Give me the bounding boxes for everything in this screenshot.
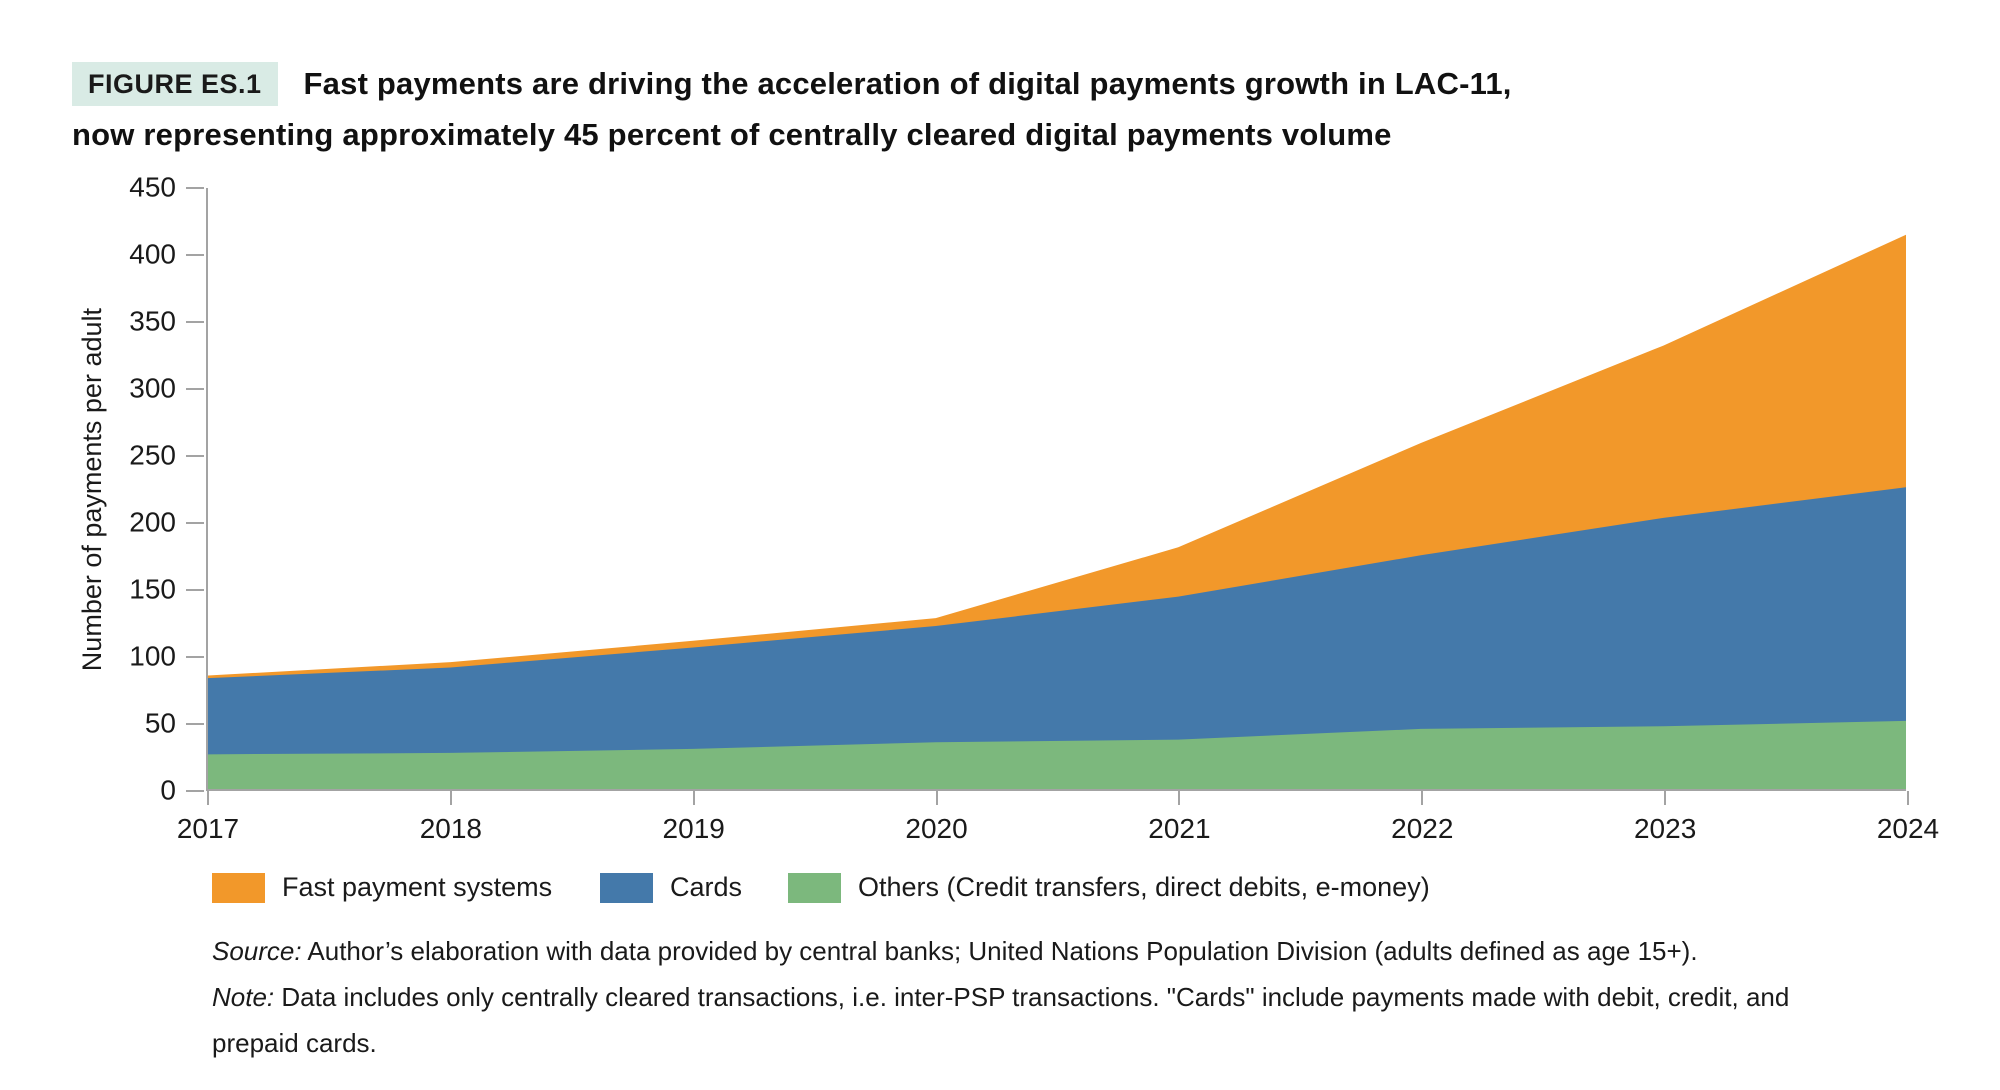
x-tick [1421,791,1424,805]
x-tick-label: 2019 [662,813,725,844]
x-tick-label: 2020 [905,813,968,844]
x-tick-label: 2017 [176,813,240,844]
x-tick [692,791,695,805]
figure-title-line1: Fast payments are driving the accelerati… [303,66,1512,101]
y-tick-label: 0 [160,774,176,806]
chart-legend: Fast payment systems Cards Others (Credit … [212,872,1912,906]
x-tick [1664,791,1667,805]
figure-title-line2: now representing approximately 45 percen… [72,117,1392,152]
area-series-cards [208,487,1906,789]
y-tick [186,388,204,390]
figure-notes: Source: Author’s elaboration with data p… [212,928,1860,1066]
x-tick [449,791,452,805]
legend-swatch-icon [600,872,653,903]
y-tick-label: 250 [129,439,176,471]
stacked-area-plot: 0 50 100 150 200 250 300 350 400 450 2017 2018 2019 2… [129,171,1939,844]
source-label: Source: [212,936,302,966]
y-tick [186,455,204,457]
figure-header: FIGURE ES.1 Fast payments are driving th… [72,62,1932,153]
source-text: Author’s elaboration with data provided … [307,936,1698,966]
y-tick-label: 100 [129,640,176,672]
y-tick [186,790,204,792]
x-tick-label: 2022 [1391,813,1454,844]
x-tick [935,791,938,805]
y-axis-title: Number of payments per adult [74,188,110,791]
legend-item: Fast payment systems [212,872,552,903]
x-tick [1178,791,1181,805]
note-line: Note: Data includes only centrally clear… [212,974,1860,1066]
y-tick [186,723,204,725]
note-label: Note: [212,982,275,1012]
x-tick-label: 2021 [1148,813,1211,844]
x-tick [207,791,209,805]
y-axis-title-text: Number of payments per adult [76,307,107,672]
note-text: Data includes only centrally cleared tra… [212,982,1790,1058]
legend-label: Others (Credit transfers, direct debits,… [858,872,1430,902]
y-tick [186,254,204,256]
y-tick [186,656,204,658]
y-tick-label: 350 [129,305,176,337]
legend-item: Others (Credit transfers, direct debits,… [788,872,1430,903]
legend-swatch-icon [788,872,841,903]
x-tick-label: 2018 [419,813,482,844]
legend-label: Cards [670,872,743,902]
y-tick-label: 450 [129,171,176,203]
y-tick-label: 400 [129,238,176,270]
figure-label-badge: FIGURE ES.1 [72,62,278,106]
y-tick [186,187,204,189]
y-tick-label: 200 [129,506,176,538]
figure-header-row: FIGURE ES.1 Fast payments are driving th… [72,62,1932,106]
legend-label: Fast payment systems [282,872,553,902]
legend-item: Cards [600,872,742,903]
y-tick [186,522,204,524]
y-tick [186,589,204,591]
x-tick [1907,791,1909,805]
area-series-others [208,720,1906,789]
y-tick [186,321,204,323]
x-tick-label: 2024 [1876,813,1940,844]
y-tick-label: 300 [129,372,176,404]
y-tick-label: 50 [144,707,176,739]
stacked-area-svg [208,234,1906,789]
x-tick-label: 2023 [1633,813,1697,844]
legend-swatch-icon [212,872,265,903]
source-line: Source: Author’s elaboration with data p… [212,928,1860,974]
y-tick-label: 150 [129,573,176,605]
